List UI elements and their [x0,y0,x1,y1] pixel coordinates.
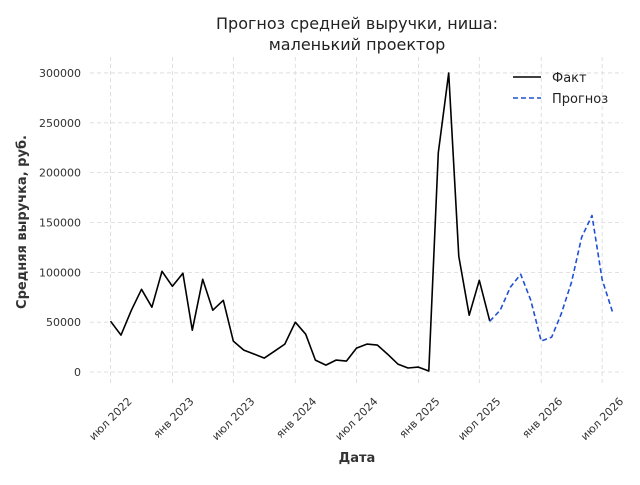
legend-label: Факт [552,71,587,86]
legend: Факт Прогноз [513,71,608,107]
x-tick-label: янв 2024 [274,395,320,441]
y-tick-label: 0 [74,366,81,379]
y-axis-label: Средняя выручка, руб. [15,135,30,309]
x-tick-label: июл 2023 [209,395,257,443]
x-tick-label: июл 2025 [455,395,503,443]
chart-title-line-2: маленький проектор [269,35,446,54]
y-tick-label: 300000 [39,67,81,80]
x-axis-label: Дата [339,451,376,466]
y-tick-label: 250000 [39,117,81,130]
x-tick-label: июл 2024 [333,395,381,443]
series-layer [109,72,614,372]
x-tick-label: янв 2025 [397,395,443,441]
x-tick-label: июл 2022 [87,395,135,443]
y-tick-layer: 0 50000 100000 150000 200000 250000 300000 [39,67,81,379]
y-tick-label: 150000 [39,216,81,229]
chart-title-line-1: Прогноз средней выручки, ниша: [216,14,498,33]
x-tick-label: янв 2023 [151,395,197,441]
x-tick-label: янв 2026 [520,395,566,441]
grid-layer [90,57,623,384]
actual-series-line [109,72,491,372]
y-tick-label: 200000 [39,167,81,180]
legend-label: Прогноз [552,92,608,107]
x-tick-layer: июл 2022 янв 2023 июл 2023 янв 2024 июл 2024… [87,395,627,443]
forecast-series-line [489,214,614,342]
x-tick-label: июл 2026 [578,395,626,443]
y-tick-label: 50000 [46,316,81,329]
y-tick-label: 100000 [39,266,81,279]
